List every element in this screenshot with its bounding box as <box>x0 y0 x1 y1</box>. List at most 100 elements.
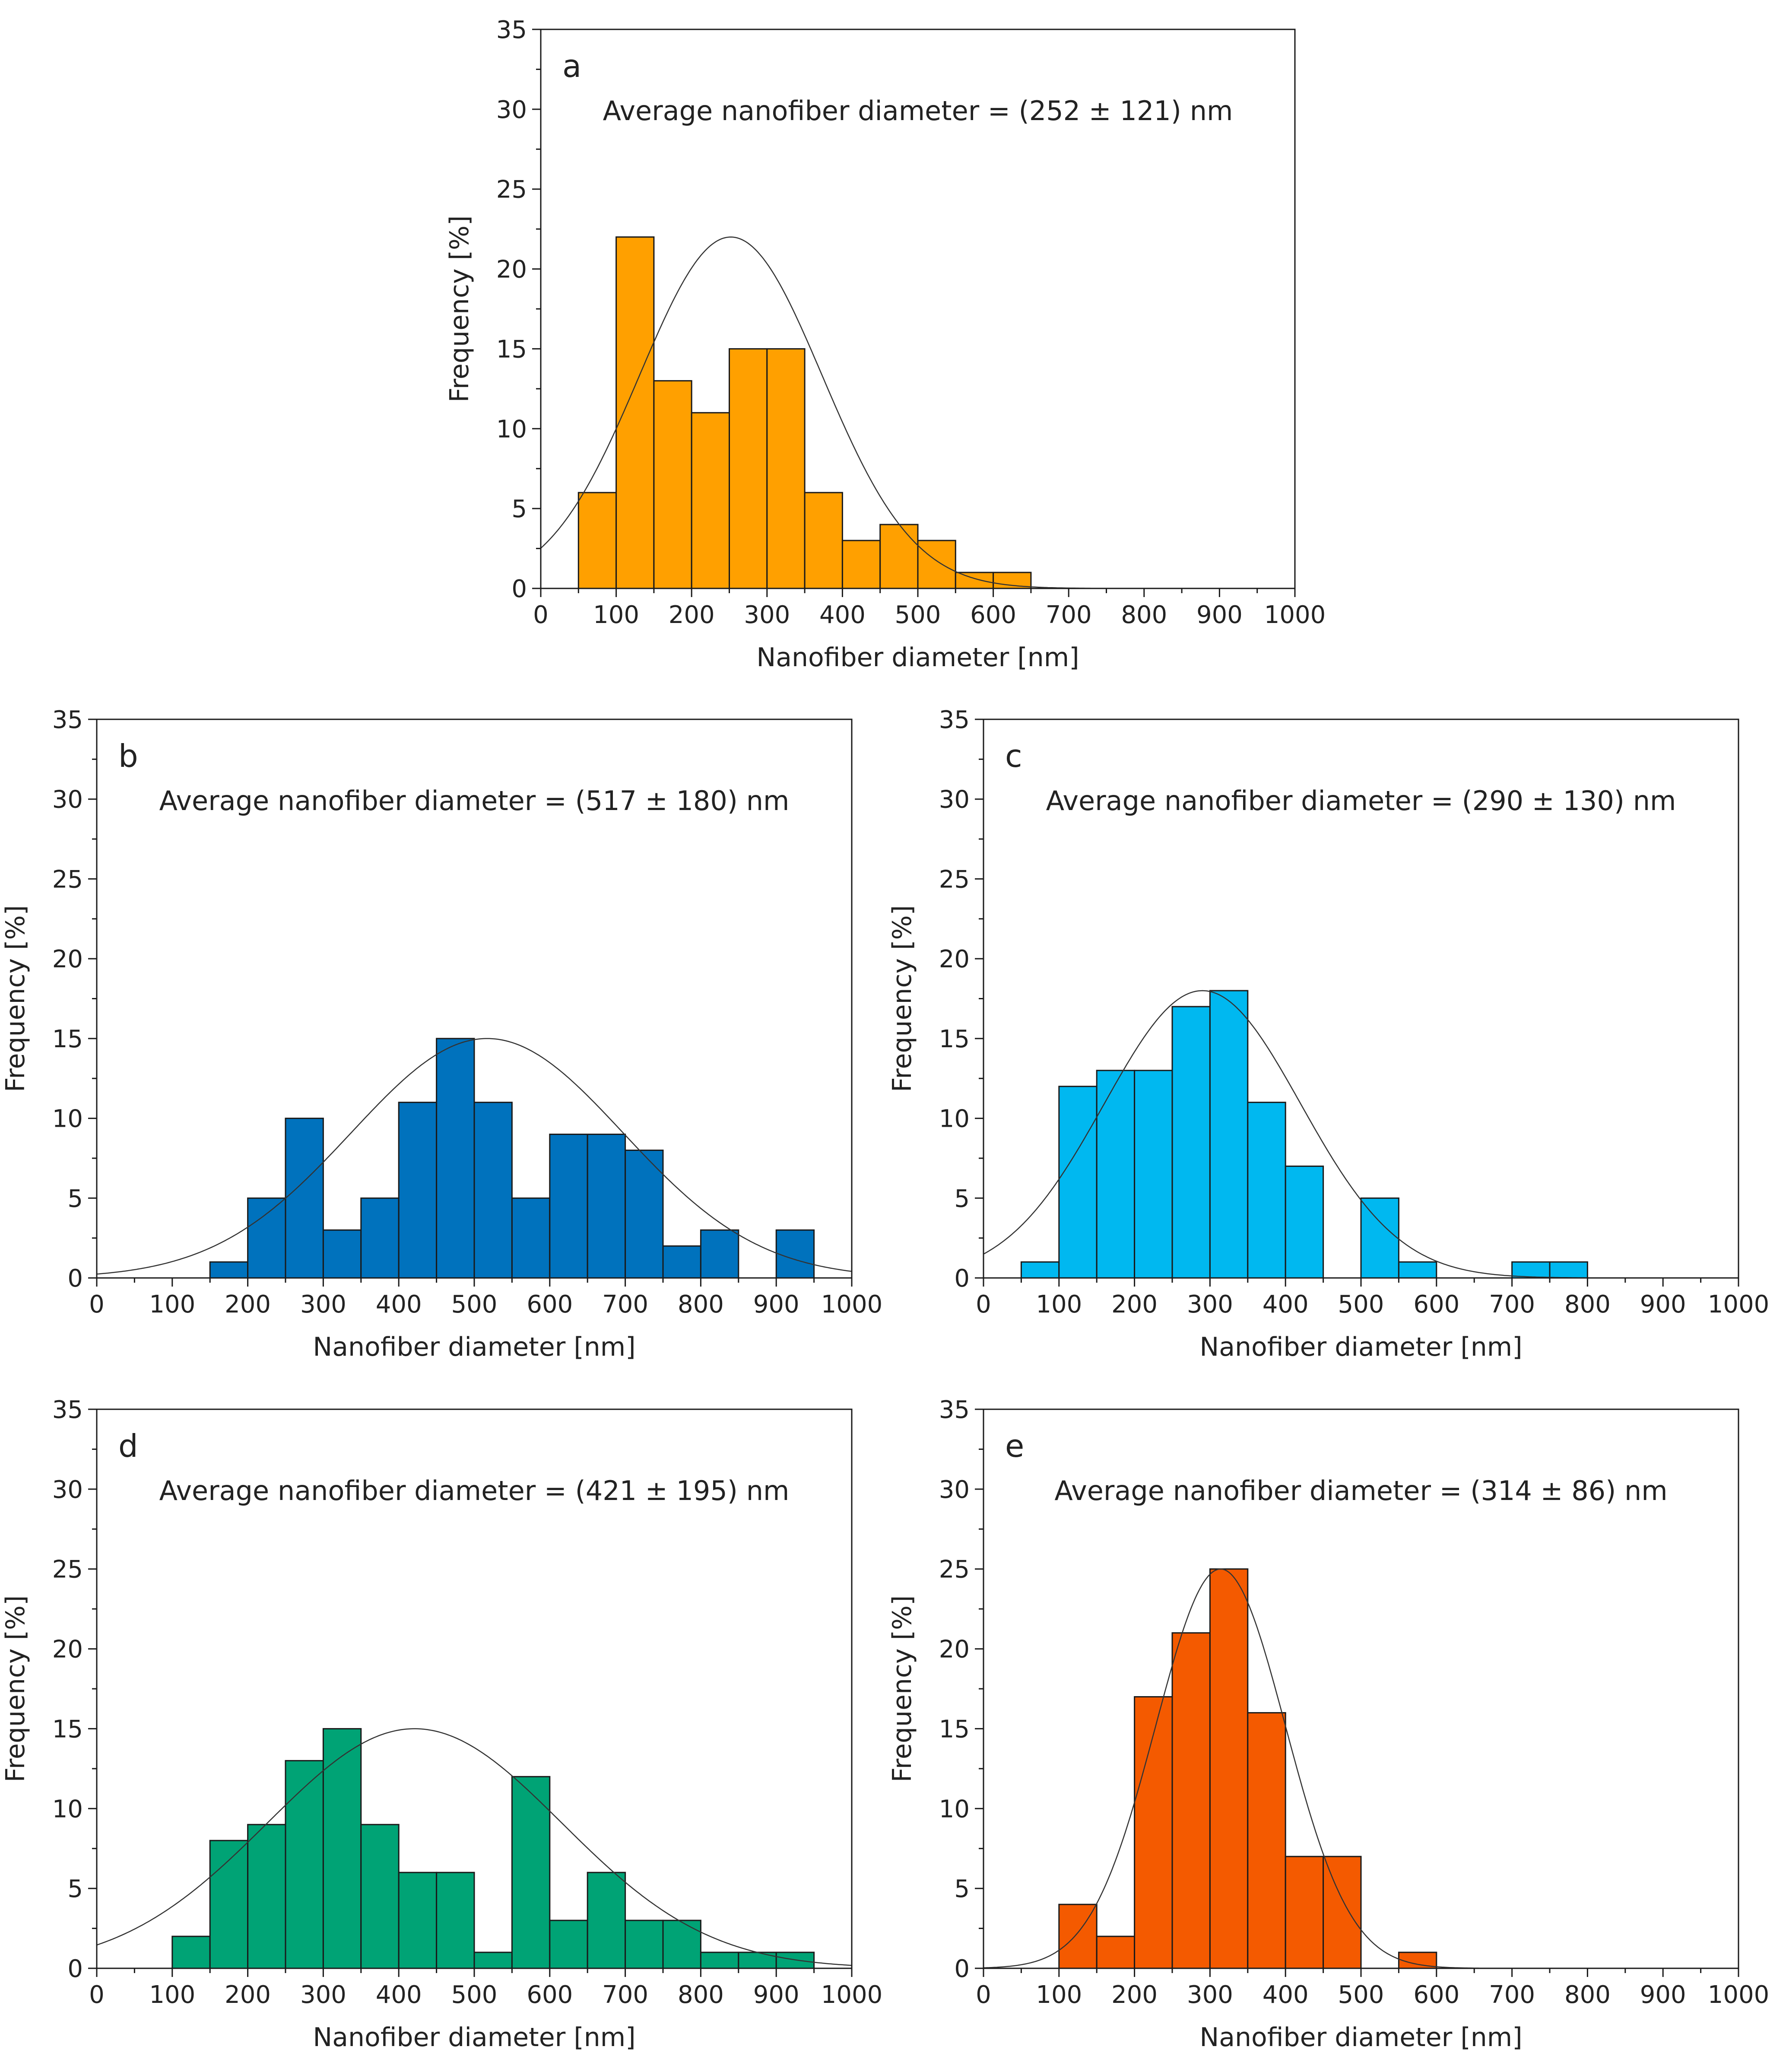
y-tick-label: 35 <box>52 1396 83 1424</box>
bar <box>625 1919 664 1969</box>
x-tick-label: 700 <box>602 1981 648 2009</box>
x-tick-label: 500 <box>451 1290 498 1319</box>
y-tick-label: 15 <box>939 1025 970 1053</box>
bar <box>587 1872 626 1969</box>
panel-letter: c <box>1005 738 1022 774</box>
y-tick-label: 20 <box>939 1636 970 1664</box>
x-axis-title: Nanofiber diameter [nm] <box>1199 1332 1522 1362</box>
x-tick-label: 0 <box>533 601 549 629</box>
y-tick-label: 25 <box>939 1556 970 1584</box>
bar <box>511 1197 551 1279</box>
bar <box>766 348 806 589</box>
bar <box>209 1840 249 1969</box>
bar <box>879 524 919 589</box>
x-tick-label: 700 <box>1489 1290 1535 1319</box>
bar <box>473 1951 513 1969</box>
y-tick-label: 35 <box>939 706 970 734</box>
x-tick-label: 100 <box>1036 1981 1082 2009</box>
bar <box>577 492 617 589</box>
y-tick-label: 20 <box>496 256 527 284</box>
bar <box>662 1245 701 1279</box>
average-diameter-annotation: Average nanofiber diameter = (252 ± 121)… <box>603 95 1233 127</box>
x-tick-label: 800 <box>1564 1981 1611 2009</box>
gaussian-fit-curve <box>96 1038 852 1275</box>
bar <box>1398 1261 1437 1279</box>
bar <box>700 1229 739 1279</box>
y-axis-title: Frequency [%] <box>0 1595 31 1783</box>
x-tick-label: 600 <box>527 1290 573 1319</box>
bar <box>511 1776 551 1969</box>
bar <box>700 1951 739 1969</box>
x-tick-label: 800 <box>1564 1290 1611 1319</box>
histogram-panel-d: 0 100 200 300 400 500 600 700 800 900 1000 0 5 10 15 20… <box>0 1396 882 2053</box>
y-axis-title: Frequency [%] <box>887 905 917 1092</box>
x-tick-label: 300 <box>1187 1981 1233 2009</box>
y-tick-label: 30 <box>939 1476 970 1504</box>
y-tick-label: 25 <box>52 1556 83 1584</box>
x-axis-title: Nanofiber diameter [nm] <box>756 642 1079 673</box>
x-tick-label: 500 <box>1338 1981 1384 2009</box>
y-tick-label: 10 <box>52 1795 83 1823</box>
x-tick-label: 500 <box>895 601 941 629</box>
y-tick-label: 30 <box>496 96 527 124</box>
x-tick-label: 200 <box>225 1290 271 1319</box>
y-tick-label: 25 <box>496 176 527 204</box>
bar <box>1285 1165 1324 1279</box>
average-diameter-annotation: Average nanofiber diameter = (314 ± 86) … <box>1054 1475 1667 1506</box>
x-tick-label: 600 <box>970 601 1016 629</box>
histogram-panel-a: 0 100 200 300 400 500 600 700 800 900 1000 0 5 10 15 20… <box>444 16 1326 673</box>
y-tick-label: 20 <box>52 945 83 973</box>
bar <box>360 1824 400 1969</box>
histogram-panel-e: 0 100 200 300 400 500 600 700 800 900 1000 0 5 10 15 20… <box>887 1396 1769 2053</box>
x-tick-label: 1000 <box>1708 1981 1770 2009</box>
y-tick-label: 30 <box>939 786 970 814</box>
bar <box>1058 1086 1098 1279</box>
x-tick-label: 300 <box>744 601 790 629</box>
bar <box>1096 1070 1136 1279</box>
bar <box>1171 1006 1211 1279</box>
bar <box>1511 1261 1551 1279</box>
x-tick-label: 300 <box>300 1290 346 1319</box>
x-tick-label: 900 <box>753 1290 799 1319</box>
x-tick-label: 300 <box>1187 1290 1233 1319</box>
x-tick-label: 0 <box>976 1290 991 1319</box>
bar <box>1134 1070 1173 1279</box>
bar <box>209 1261 249 1279</box>
x-tick-label: 400 <box>376 1981 422 2009</box>
panel-letter: e <box>1005 1428 1024 1464</box>
bar <box>322 1229 362 1279</box>
y-tick-label: 5 <box>67 1875 83 1903</box>
x-tick-label: 900 <box>1640 1981 1686 2009</box>
bar <box>285 1118 324 1279</box>
histogram-panel-c: 0 100 200 300 400 500 600 700 800 900 1000 0 5 10 15 20… <box>887 706 1769 1362</box>
bar <box>1549 1261 1588 1279</box>
x-tick-label: 700 <box>1046 601 1092 629</box>
x-tick-label: 1000 <box>1708 1290 1770 1319</box>
x-tick-label: 700 <box>1489 1981 1535 2009</box>
x-axis-title: Nanofiber diameter [nm] <box>1199 2022 1522 2053</box>
y-tick-label: 35 <box>496 16 527 44</box>
x-tick-label: 200 <box>1111 1290 1158 1319</box>
bar <box>1209 990 1249 1279</box>
bar <box>587 1134 626 1279</box>
y-tick-label: 0 <box>954 1955 970 1983</box>
y-tick-label: 0 <box>511 575 527 603</box>
bar <box>1209 1568 1249 1969</box>
bar <box>615 236 655 589</box>
y-axis-title: Frequency [%] <box>0 905 31 1092</box>
gaussian-fit-curve <box>96 1728 852 1966</box>
bar <box>1285 1856 1324 1969</box>
y-tick-label: 10 <box>939 1795 970 1823</box>
y-tick-label: 15 <box>52 1025 83 1053</box>
y-tick-label: 5 <box>954 1875 970 1903</box>
x-tick-label: 1000 <box>821 1981 883 2009</box>
y-tick-label: 15 <box>496 335 527 363</box>
x-tick-label: 600 <box>1413 1981 1459 2009</box>
y-tick-label: 0 <box>954 1265 970 1293</box>
bar <box>436 1872 475 1969</box>
x-tick-label: 600 <box>527 1981 573 2009</box>
bar <box>322 1728 362 1969</box>
bar <box>1247 1712 1286 1969</box>
y-axis-title: Frequency [%] <box>887 1595 917 1783</box>
